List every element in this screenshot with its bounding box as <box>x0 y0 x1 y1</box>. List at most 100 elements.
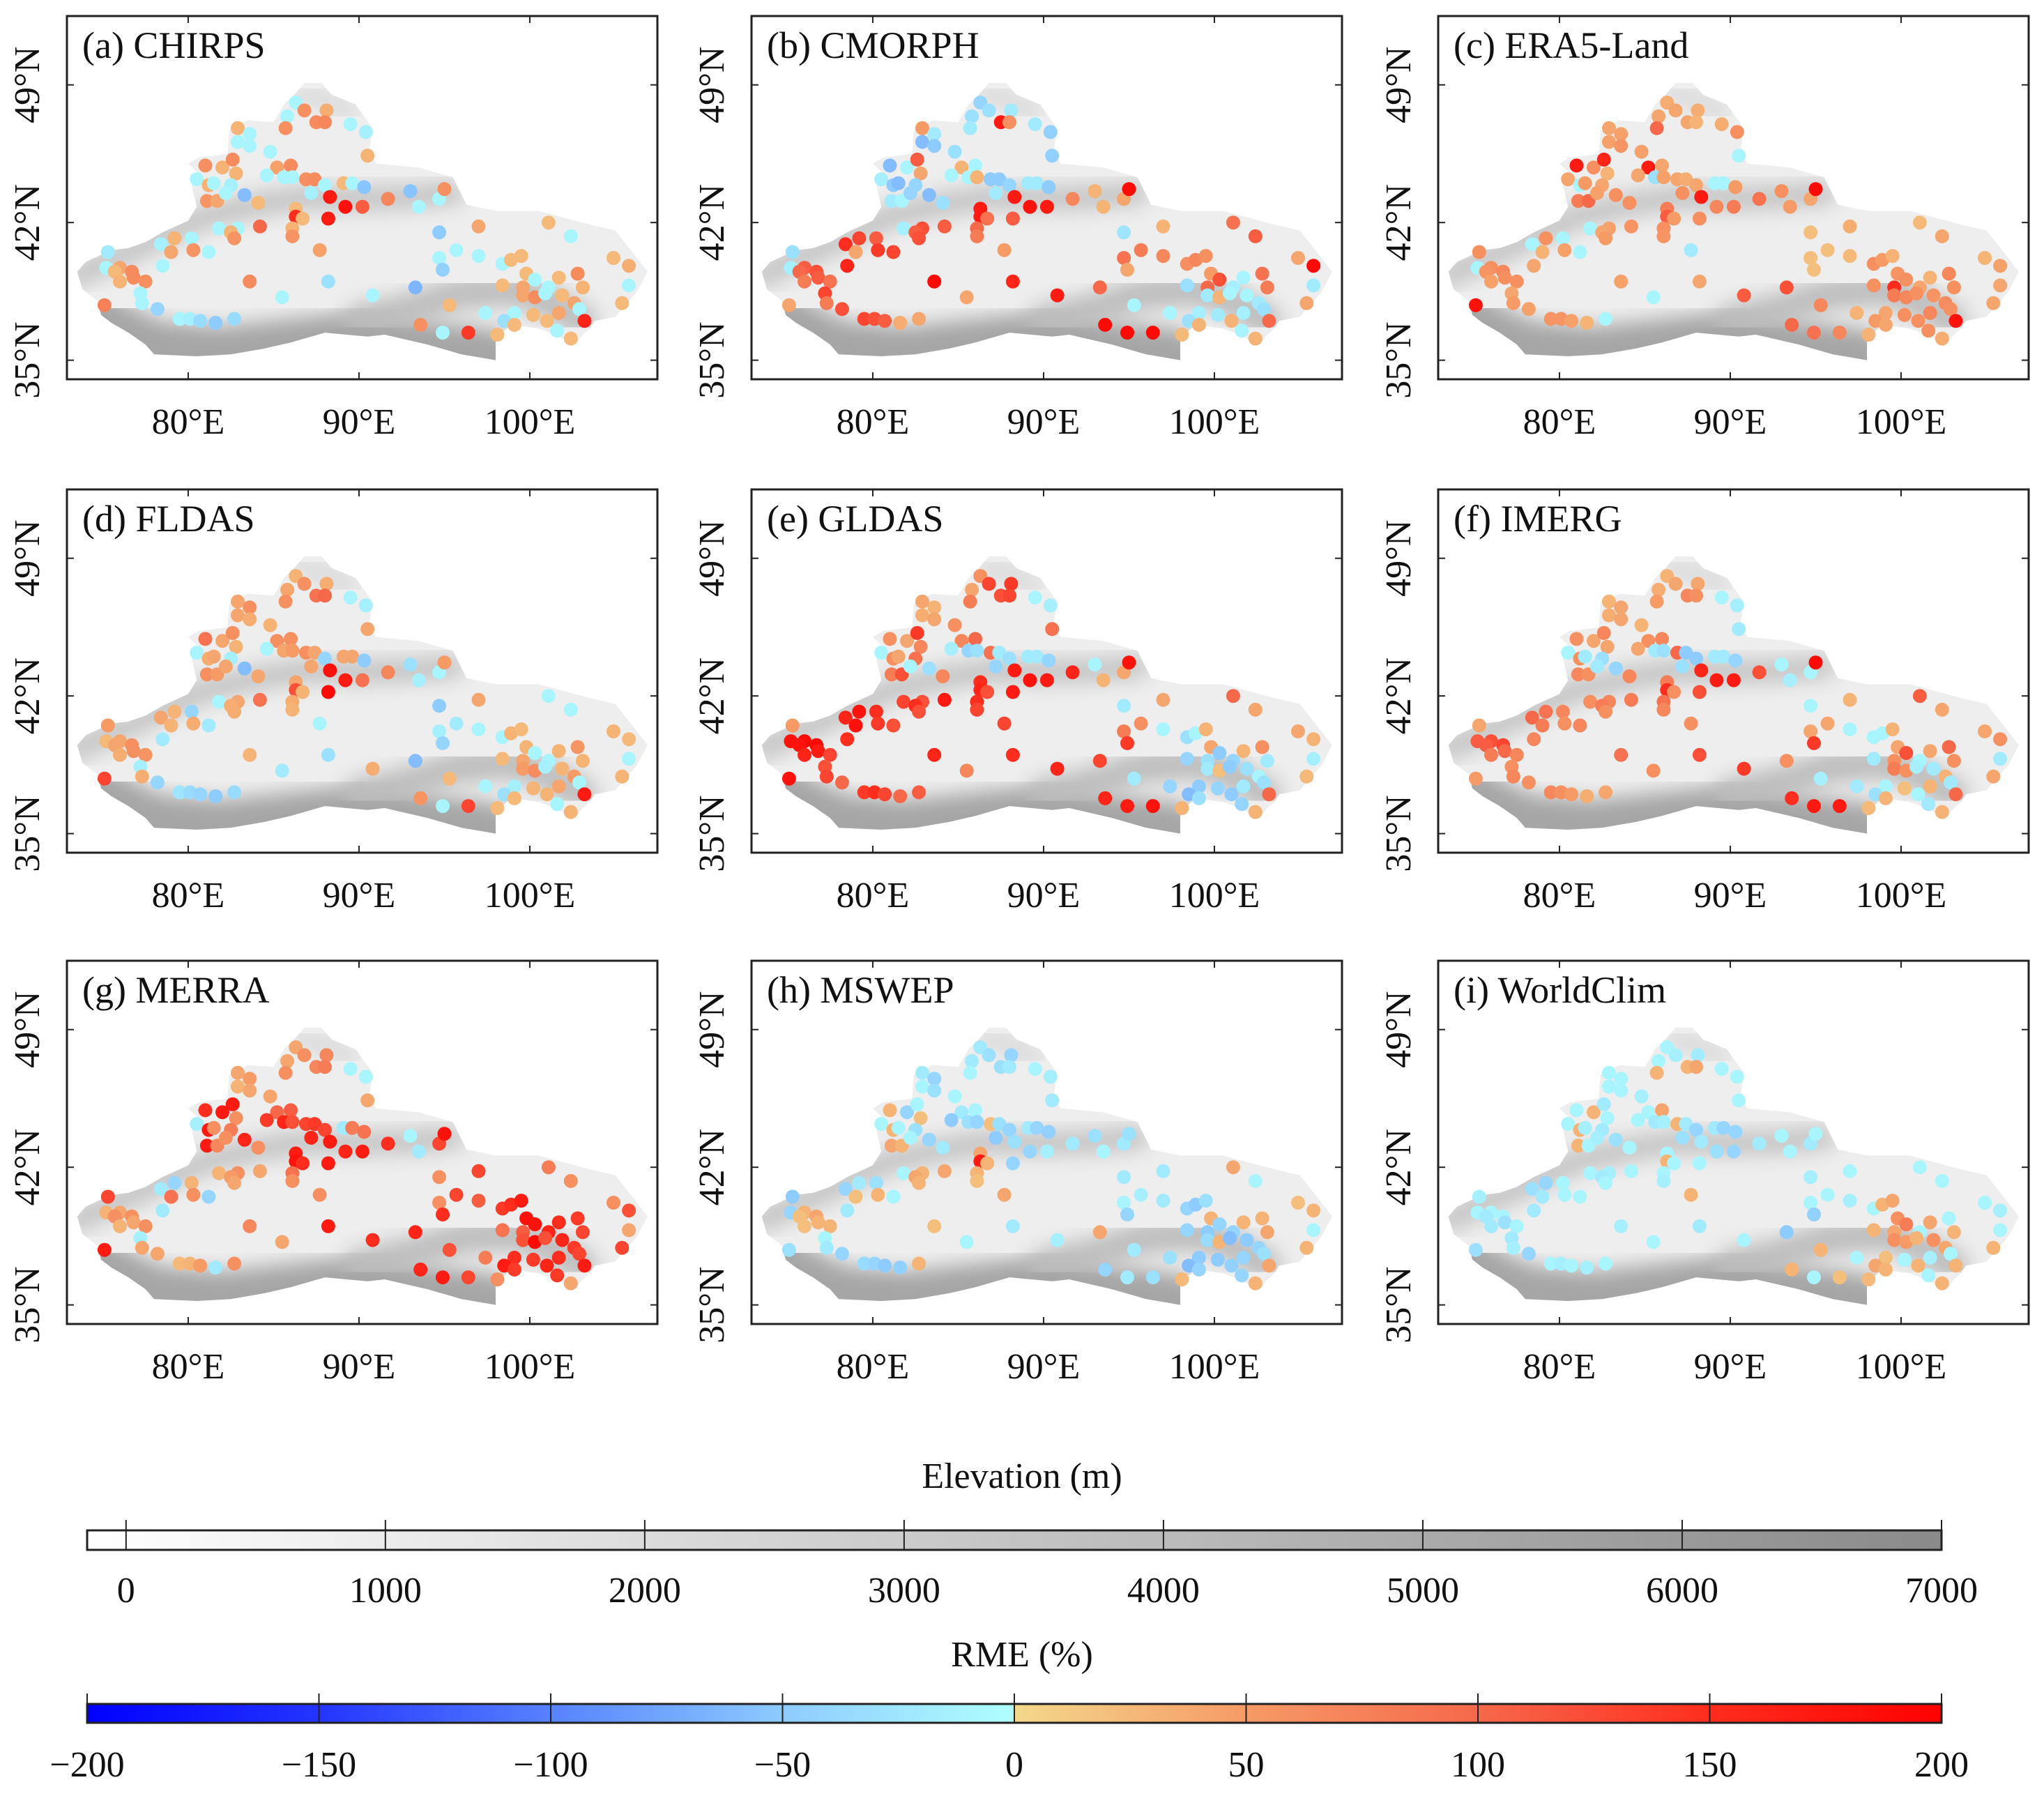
station-point <box>1843 722 1857 737</box>
station-point <box>1737 761 1751 776</box>
station-point <box>1005 1219 1020 1233</box>
station-point <box>1935 1276 1949 1291</box>
station-point <box>848 245 863 259</box>
station-point <box>915 594 929 609</box>
station-point <box>1774 184 1789 199</box>
station-point <box>1993 1223 2008 1238</box>
station-point <box>1885 722 1900 737</box>
station-point <box>1050 761 1065 776</box>
station-point <box>442 298 457 312</box>
station-point <box>1120 799 1134 814</box>
station-point <box>190 172 204 187</box>
station-point <box>1652 582 1666 597</box>
station-point <box>1714 1062 1729 1076</box>
station-point <box>1539 231 1553 245</box>
y-tick-label: 49°N <box>1379 520 1419 597</box>
station-point <box>913 639 928 654</box>
station-point <box>193 1258 208 1273</box>
station-point <box>297 577 312 591</box>
station-point <box>437 182 452 197</box>
station-point <box>1578 649 1592 664</box>
station-point <box>1260 1225 1274 1240</box>
station-point <box>819 1240 834 1255</box>
station-point <box>1004 103 1019 118</box>
station-point <box>1599 704 1613 719</box>
station-point <box>1210 307 1225 322</box>
station-point <box>478 1250 493 1265</box>
station-point <box>1468 771 1483 786</box>
y-tick-label: 42°N <box>692 657 732 734</box>
station-point <box>270 1105 284 1120</box>
station-point <box>237 1132 252 1147</box>
station-point <box>212 1166 227 1180</box>
station-point <box>1028 1062 1042 1076</box>
map-panel: 80°E 90°E 100°E 35°N 42°N 49°N (e) GLDAS <box>692 488 1343 915</box>
station-point <box>965 1053 979 1068</box>
station-point <box>811 744 825 759</box>
station-point <box>270 160 284 175</box>
station-point <box>927 139 942 153</box>
station-point <box>1602 121 1616 135</box>
station-point <box>1978 1196 1992 1210</box>
station-point <box>1689 651 1703 666</box>
rme-tick-label: −50 <box>754 1745 811 1785</box>
station-point <box>184 1175 199 1190</box>
station-point <box>1649 121 1664 135</box>
station-point <box>360 622 375 637</box>
station-point <box>449 243 464 257</box>
station-point <box>1484 1219 1498 1233</box>
station-point <box>284 1103 298 1118</box>
station-point <box>1614 127 1629 142</box>
station-point <box>1117 225 1131 240</box>
station-point <box>251 1141 266 1155</box>
station-point <box>903 1130 917 1145</box>
station-point <box>312 716 327 731</box>
station-point <box>296 685 310 699</box>
station-point <box>1942 1211 1956 1226</box>
station-point <box>1236 1250 1251 1265</box>
station-point <box>1716 649 1731 664</box>
station-point <box>1944 775 1958 790</box>
station-point <box>852 231 867 245</box>
station-point <box>338 1144 353 1159</box>
station-point <box>1656 644 1671 658</box>
x-tick-label: 100°E <box>1856 402 1947 442</box>
station-point <box>575 1225 590 1240</box>
station-point <box>297 103 312 118</box>
station-point <box>259 1113 274 1127</box>
station-point <box>915 135 929 149</box>
station-point <box>1096 1144 1111 1159</box>
station-point <box>891 649 906 664</box>
station-point <box>413 791 428 805</box>
station-point <box>278 121 293 135</box>
station-point <box>1098 1262 1113 1277</box>
mountain-relief <box>290 84 360 122</box>
station-point <box>1509 274 1524 289</box>
station-point <box>1779 1225 1794 1240</box>
y-tick-label: 35°N <box>1379 1266 1419 1343</box>
station-point <box>1088 184 1102 199</box>
station-point <box>343 591 358 605</box>
station-point <box>275 1235 289 1249</box>
station-point <box>954 634 969 648</box>
station-point <box>1596 152 1611 167</box>
station-point <box>1730 1070 1744 1084</box>
station-point <box>884 194 899 208</box>
station-point <box>432 1196 447 1210</box>
station-point <box>622 1203 636 1218</box>
station-point <box>922 1132 936 1147</box>
station-point <box>927 1083 942 1098</box>
station-point <box>1803 225 1818 240</box>
station-point <box>199 667 214 682</box>
station-point <box>1573 718 1587 733</box>
station-point <box>1226 215 1240 230</box>
x-tick-label: 100°E <box>1169 1347 1260 1387</box>
station-point <box>992 646 1007 660</box>
station-point <box>1689 1060 1703 1074</box>
station-point <box>1820 1187 1835 1202</box>
station-point <box>1088 1129 1102 1143</box>
station-point <box>113 1219 127 1233</box>
station-point <box>360 149 375 163</box>
station-point <box>312 243 327 257</box>
station-point <box>408 280 422 295</box>
